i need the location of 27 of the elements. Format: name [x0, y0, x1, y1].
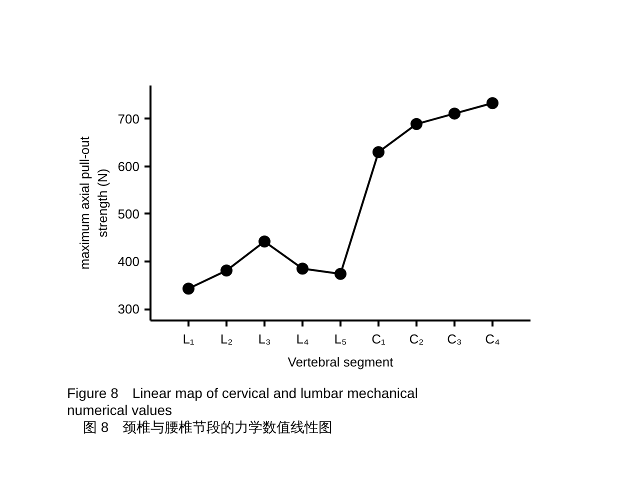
caption: Figure 8 Linear map of cervical and lumbar mechanical numerical values	[67, 385, 419, 419]
point	[334, 268, 346, 280]
x-tick-label: L₃	[258, 332, 271, 346]
x-tick-label: C₄	[485, 332, 500, 346]
point	[486, 97, 498, 110]
point	[258, 236, 270, 248]
point	[182, 282, 194, 295]
x-tick-label: C₂	[409, 332, 424, 346]
x-tick-label: L₁	[182, 332, 195, 346]
y-tick-label: 700	[118, 111, 140, 126]
y-axis-title: maximum axial pull-out strength (N)	[76, 136, 110, 270]
x-axis-title: Vertebral segment	[288, 354, 394, 370]
x-tick-label: L₅	[334, 332, 347, 346]
x-tick-label: C₁	[372, 332, 386, 346]
point	[448, 108, 460, 120]
point	[410, 118, 422, 130]
y-tick-label: 400	[118, 254, 140, 270]
x-tick-label: L₄	[296, 332, 309, 346]
x-tick-label: L₂	[220, 332, 233, 346]
point	[372, 146, 384, 158]
y-tick-label: 500	[118, 206, 140, 222]
y-tick-label: 300	[118, 302, 140, 317]
y-tick-label: 600	[118, 158, 140, 174]
point	[296, 262, 308, 275]
x-tick-label: C₃	[447, 332, 462, 346]
point	[220, 264, 232, 277]
caption: 图 8 颈椎与腰椎节段的力学数值线性图	[83, 419, 334, 436]
